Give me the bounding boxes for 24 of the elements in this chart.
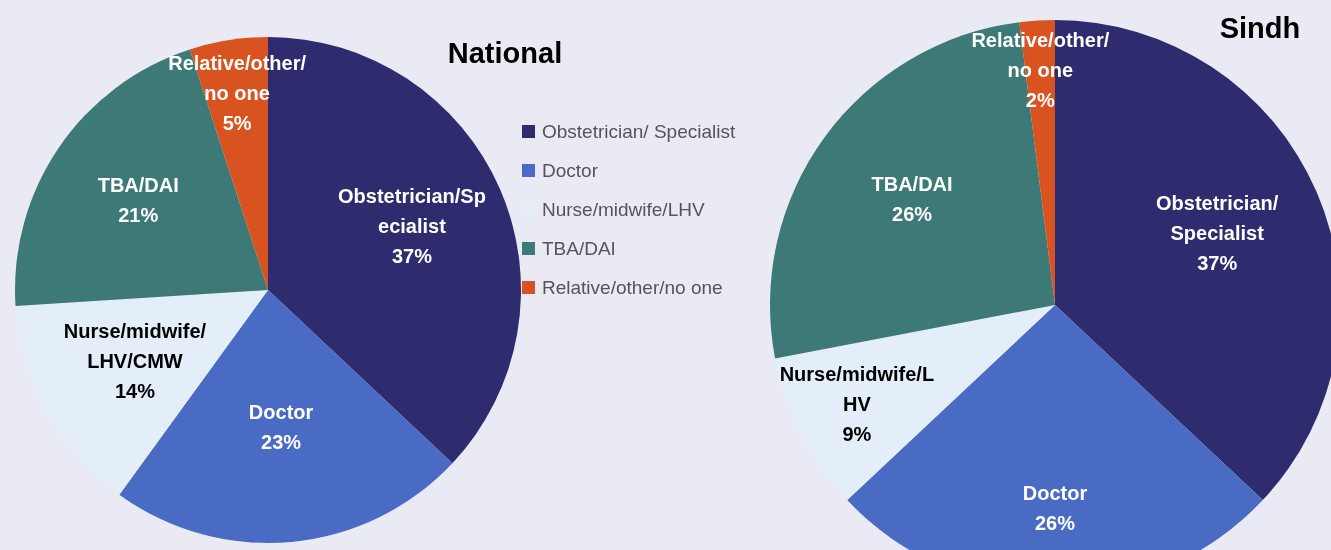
legend-label: TBA/DAI <box>542 237 616 260</box>
data-label: 14% <box>114 380 156 403</box>
legend-label: Nurse/midwife/LHV <box>542 198 705 221</box>
chart-title: Sindh <box>1219 11 1301 44</box>
slice-label: Doctor <box>248 400 314 423</box>
chart-title: National <box>447 36 563 69</box>
data-label: 37% <box>1197 252 1238 275</box>
slice-label: TBA/DAI <box>97 174 179 197</box>
data-label: 5% <box>222 112 252 135</box>
slice-label: Obstetrician/Specialist <box>1156 192 1279 245</box>
data-label: 23% <box>261 430 302 453</box>
slice-label: TBA/DAI <box>871 173 953 196</box>
legend-label: Relative/other/no one <box>542 276 723 299</box>
data-label: 26% <box>892 203 933 226</box>
slice-label: Obstetrician/Specialist <box>338 184 486 237</box>
data-label: 37% <box>391 244 433 267</box>
slice-label: Nurse/midwife/ LHV/CMW <box>63 320 207 373</box>
data-label: 26% <box>1034 512 1076 535</box>
data-label: 21% <box>118 204 159 227</box>
slice-label: Nurse/midwife/LHV <box>779 363 935 416</box>
legend-label: Doctor <box>542 159 598 182</box>
data-label: 9% <box>842 423 872 446</box>
legend-label: Obstetrician/ Specialist <box>542 120 736 143</box>
slice-label: Doctor <box>1022 482 1088 505</box>
